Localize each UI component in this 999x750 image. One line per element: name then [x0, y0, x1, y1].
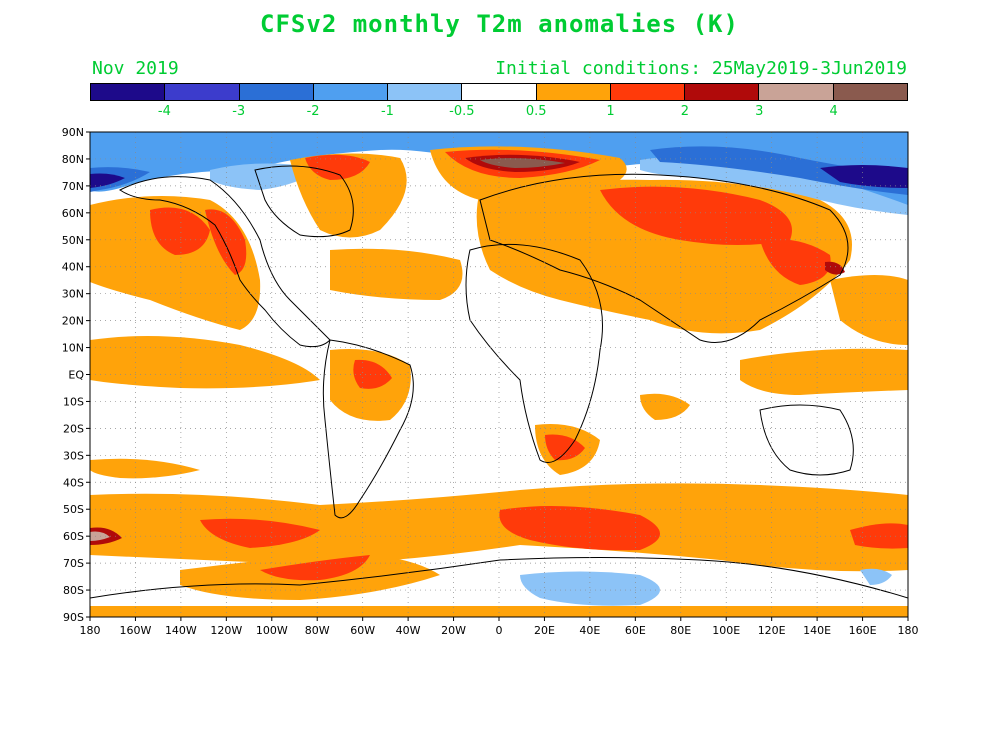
longitude-label: 20W — [441, 624, 466, 637]
longitude-label: 80W — [305, 624, 330, 637]
antarctic-peninsula-hot — [260, 555, 370, 581]
longitude-label: 180 — [898, 624, 919, 637]
latitude-label: 20N — [62, 315, 84, 328]
southern-ocean-hot-west — [200, 518, 320, 548]
latitude-label: 40S — [63, 476, 84, 489]
colorbar-tick-label: -3 — [232, 104, 246, 119]
latitude-label: 50S — [63, 503, 84, 516]
colorbar-tick-labels: -4 -3 -2 -1 -0.5 0.5 1 2 3 4 — [90, 104, 908, 120]
latitude-label: 40N — [62, 261, 84, 274]
longitude-label: 140W — [165, 624, 197, 637]
colorbar-swatch — [239, 84, 314, 100]
arctic-light-cold — [640, 156, 908, 215]
colorbar-tick-label: 0.5 — [525, 104, 547, 119]
initial-conditions-label: Initial conditions: 25May2019-3Jun2019 — [495, 58, 907, 79]
colorbar-tick-label: -0.5 — [449, 104, 475, 119]
colorbar-tick-label: 1 — [606, 104, 615, 119]
latitude-label: EQ — [68, 369, 84, 382]
west-pacific-warm — [830, 275, 908, 345]
japan-very-hot — [825, 261, 845, 275]
longitude-label: 160W — [120, 624, 152, 637]
latitude-label: 70N — [62, 180, 84, 193]
longitude-label: 20E — [534, 624, 555, 637]
colorbar-tick-label: -4 — [157, 104, 171, 119]
latitude-label: 30N — [62, 288, 84, 301]
longitude-label: 180 — [80, 624, 101, 637]
latitude-label: 10N — [62, 342, 84, 355]
indian-ocean-warm — [640, 393, 690, 420]
barents-sea-extreme — [480, 158, 565, 168]
latitude-label: 70S — [63, 557, 84, 570]
north-atlantic-warm — [330, 248, 463, 300]
colorbar-swatch — [685, 84, 760, 100]
latitude-label: 60N — [62, 207, 84, 220]
longitude-label: 40E — [579, 624, 600, 637]
longitude-label: 60E — [625, 624, 646, 637]
longitude-label: 40W — [396, 624, 421, 637]
longitude-label: 120E — [758, 624, 786, 637]
latitude-label: 90N — [62, 126, 84, 139]
tropical-pacific-warm — [90, 336, 320, 389]
colorbar-swatch — [759, 84, 834, 100]
longitude-labels: 180 160W 140W 120W 100W 80W 60W 40W 20W 0 20E 40E 60… — [80, 624, 919, 637]
map-title: CFSv2 monthly T2m anomalies (K) — [260, 10, 739, 38]
latitude-label: 60S — [63, 530, 84, 543]
siberia-deep-cold — [650, 146, 908, 195]
latitude-label: 80S — [63, 584, 84, 597]
axis-ticks — [86, 131, 909, 621]
longitude-label: 0 — [496, 624, 503, 637]
longitude-label: 80E — [670, 624, 691, 637]
colorbar-swatch — [91, 84, 166, 100]
grid-lines — [90, 132, 908, 617]
southern-ocean-hot-east — [499, 506, 660, 551]
coastlines — [90, 165, 908, 599]
colorbar-swatch — [388, 84, 463, 100]
latitude-labels: 90N 80N 70N 60N 50N 40N 30N 20N 10N EQ 10S 20S 30S 40… — [62, 126, 85, 624]
east-siberian-very-cold — [820, 165, 908, 188]
antarctica-cold — [520, 571, 660, 606]
longitude-label: 60W — [350, 624, 375, 637]
colorbar-swatch — [462, 84, 537, 100]
colorbar-swatch — [610, 84, 686, 100]
colorbar-tick-label: 2 — [680, 104, 690, 119]
colorbar-tick-label: 3 — [755, 104, 764, 119]
latitude-label: 30S — [63, 449, 84, 462]
north-pacific-hot — [150, 207, 210, 255]
longitude-label: 140E — [803, 624, 831, 637]
east-pacific-south-warm — [90, 458, 200, 479]
longitude-label: 120W — [210, 624, 242, 637]
latitude-label: 20S — [63, 422, 84, 435]
colorbar-swatch — [313, 84, 389, 100]
colorbar-swatch — [536, 84, 611, 100]
colorbar — [90, 83, 908, 101]
longitude-label: 160E — [849, 624, 877, 637]
latitude-label: 50N — [62, 234, 84, 247]
southern-africa-hot — [545, 434, 585, 461]
alaska-very-cold — [90, 173, 125, 188]
antarctica-east-cold — [860, 568, 892, 585]
colorbar-tick-label: -1 — [380, 104, 394, 119]
south-pole-warm — [90, 606, 908, 617]
canadian-arctic-cold — [210, 163, 320, 190]
tasman-hot — [850, 523, 908, 549]
siberia-hot — [600, 186, 792, 245]
colorbar-swatch — [833, 84, 907, 100]
longitude-label: 100W — [256, 624, 288, 637]
colorbar-tick-label: 4 — [829, 104, 838, 119]
valid-month-label: Nov 2019 — [92, 58, 179, 79]
east-asia-hot — [760, 239, 831, 285]
latitude-label: 10S — [63, 395, 84, 408]
colorbar-tick-label: -2 — [306, 104, 320, 119]
latitude-label: 80N — [62, 153, 84, 166]
longitude-label: 100E — [712, 624, 740, 637]
west-pacific-tropics-warm — [740, 348, 908, 395]
latitude-label: 90S — [63, 611, 84, 624]
colorbar-swatch — [165, 84, 240, 100]
greenland-hot — [305, 154, 370, 180]
